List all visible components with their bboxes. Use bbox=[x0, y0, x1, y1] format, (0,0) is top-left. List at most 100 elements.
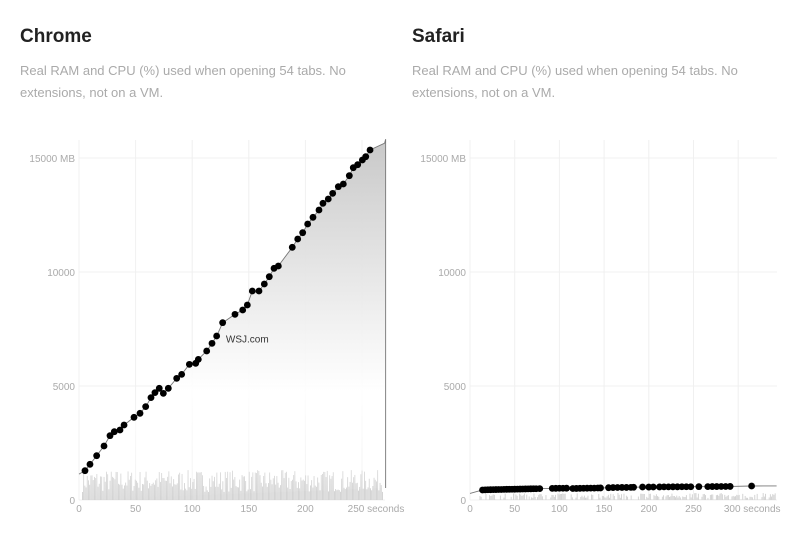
chrome-x-tick-label: 200 bbox=[297, 504, 314, 515]
safari-cpu-bar bbox=[753, 499, 755, 500]
safari-cpu-bar bbox=[605, 497, 607, 500]
chrome-cpu-bar bbox=[339, 491, 341, 500]
safari-cpu-bar bbox=[689, 493, 691, 500]
chrome-ram-point bbox=[304, 220, 312, 228]
chrome-ram-point bbox=[130, 413, 138, 421]
chrome-cpu-bar bbox=[333, 491, 335, 500]
safari-cpu-bar bbox=[719, 493, 721, 500]
safari-cpu-bar bbox=[496, 499, 498, 500]
chrome-ram-point bbox=[248, 287, 256, 295]
chrome-cpu-bar bbox=[278, 487, 280, 500]
safari-ram-point bbox=[563, 484, 570, 492]
safari-cpu-bar bbox=[543, 499, 545, 500]
chrome-cpu-bar bbox=[345, 487, 347, 500]
safari-cpu-bar bbox=[729, 499, 731, 500]
chrome-cpu-bar bbox=[318, 482, 320, 500]
chrome-ram-point bbox=[142, 403, 150, 411]
safari-subtitle: Real RAM and CPU (%) used when opening 5… bbox=[412, 63, 738, 100]
chrome-cpu-bar bbox=[349, 481, 351, 500]
safari-cpu-bar bbox=[681, 499, 683, 500]
chrome-cpu-bar bbox=[246, 491, 248, 500]
safari-cpu-bar bbox=[516, 495, 518, 500]
safari-cpu-bar bbox=[593, 499, 595, 500]
safari-cpu-bar bbox=[655, 494, 657, 500]
safari-cpu-bar bbox=[762, 493, 764, 500]
safari-cpu-bar bbox=[671, 493, 673, 500]
chrome-cpu-bar bbox=[247, 489, 249, 500]
safari-cpu-bar bbox=[772, 494, 774, 500]
safari-cpu-bar bbox=[617, 493, 619, 500]
safari-cpu-bar bbox=[623, 493, 625, 500]
safari-cpu-bar bbox=[493, 494, 495, 500]
safari-cpu-bar bbox=[718, 495, 720, 500]
safari-cpu-bar bbox=[769, 494, 771, 500]
safari-cpu-bar bbox=[540, 494, 542, 500]
safari-cpu-bar bbox=[700, 499, 702, 500]
chrome-cpu-bar bbox=[314, 485, 316, 500]
chrome-ram-point bbox=[120, 421, 128, 429]
chrome-ram-point bbox=[260, 280, 268, 288]
safari-cpu-bar bbox=[701, 496, 703, 500]
safari-cpu-bar bbox=[514, 499, 516, 500]
safari-cpu-bar bbox=[615, 499, 617, 500]
safari-cpu-bar bbox=[652, 499, 654, 500]
safari-cpu-bar bbox=[480, 496, 482, 500]
safari-cpu-bar bbox=[481, 499, 483, 500]
chrome-cpu-bar bbox=[374, 479, 376, 500]
safari-cpu-bar bbox=[618, 494, 620, 500]
safari-cpu-bar bbox=[739, 499, 741, 500]
chrome-cpu-bar bbox=[275, 484, 277, 500]
chrome-title: Chrome bbox=[20, 26, 92, 47]
safari-cpu-bar bbox=[732, 495, 734, 500]
chrome-ram-point bbox=[366, 146, 374, 154]
safari-cpu-bar bbox=[513, 493, 515, 500]
safari-cpu-bar bbox=[723, 499, 725, 500]
safari-y-tick-label: 15000 MB bbox=[420, 154, 466, 165]
chrome-cpu-bar bbox=[327, 491, 329, 500]
safari-cpu-bar bbox=[735, 496, 737, 500]
chrome-ram-point bbox=[164, 384, 172, 392]
safari-cpu-bar bbox=[587, 495, 589, 500]
chrome-cpu-bar bbox=[380, 485, 382, 500]
safari-cpu-bar bbox=[726, 495, 728, 500]
safari-ram-point bbox=[639, 483, 646, 491]
safari-cpu-bar bbox=[611, 499, 613, 500]
chrome-ram-point bbox=[231, 310, 239, 318]
safari-cpu-bar bbox=[544, 499, 546, 500]
chrome-cpu-bar bbox=[207, 491, 209, 500]
safari-cpu-bar bbox=[504, 493, 506, 500]
safari-cpu-bar bbox=[773, 494, 775, 500]
safari-cpu-bar bbox=[538, 494, 540, 500]
chrome-ram-point bbox=[265, 273, 273, 281]
safari-cpu-bar bbox=[715, 495, 717, 500]
safari-cpu-bar bbox=[598, 493, 600, 500]
safari-cpu-bar bbox=[687, 499, 689, 500]
safari-cpu-bar bbox=[660, 499, 662, 500]
safari-cpu-bar bbox=[564, 493, 566, 500]
safari-x-tick-label: 200 bbox=[640, 504, 657, 515]
safari-cpu-bar bbox=[682, 496, 684, 500]
safari-x-tick-label: 300 seconds bbox=[724, 504, 781, 515]
safari-cpu-bar bbox=[552, 495, 554, 500]
chrome-ram-point bbox=[299, 229, 307, 237]
safari-cpu-bar bbox=[730, 499, 732, 500]
safari-ram-point bbox=[630, 483, 638, 491]
safari-cpu-bar bbox=[531, 497, 533, 500]
safari-cpu-bar bbox=[571, 497, 573, 500]
safari-cpu-bar bbox=[589, 499, 591, 500]
safari-cpu-bar bbox=[545, 495, 547, 500]
safari-cpu-bar bbox=[616, 499, 618, 500]
chrome-ram-point bbox=[93, 452, 101, 460]
chrome-cpu-bar bbox=[287, 487, 289, 500]
safari-cpu-bar bbox=[610, 493, 612, 500]
safari-cpu-bar bbox=[684, 497, 686, 500]
chrome-ram-point bbox=[315, 206, 323, 214]
safari-cpu-bar bbox=[569, 499, 571, 500]
chrome-ram-point bbox=[203, 347, 211, 355]
safari-cpu-bar bbox=[724, 494, 726, 500]
safari-cpu-bar bbox=[774, 493, 776, 500]
chrome-cpu-bar bbox=[289, 489, 291, 500]
chrome-cpu-bar bbox=[206, 490, 208, 500]
chrome-cpu-bar bbox=[309, 485, 311, 500]
